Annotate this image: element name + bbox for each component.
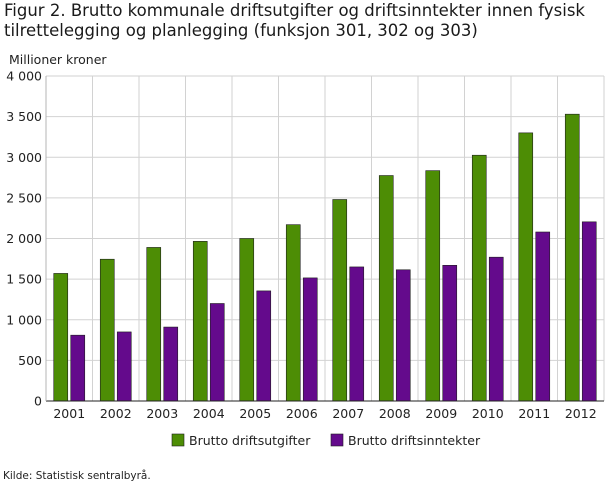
chart-title: Figur 2. Brutto kommunale driftsutgifter…	[4, 1, 585, 40]
legend-swatch	[330, 433, 344, 447]
bar-driftsinntekter-2002	[116, 331, 132, 402]
bar-driftsinntekter-2011	[535, 231, 551, 402]
bar-driftsinntekter-2003	[163, 326, 179, 402]
bar-driftsinntekter-2009	[442, 265, 458, 402]
y-tick-label: 3 500	[6, 109, 42, 124]
bar-driftsutgifter-2004	[192, 241, 208, 402]
x-tick-label: 2006	[286, 406, 318, 421]
y-tick-label: 1 500	[6, 272, 42, 287]
bar-driftsutgifter-2005	[239, 238, 255, 402]
bar-driftsinntekter-2010	[488, 256, 504, 402]
legend: Brutto driftsutgifter Brutto driftsinntek…	[171, 433, 481, 448]
y-tick-label: 1 000	[6, 312, 42, 327]
bar-driftsinntekter-2008	[395, 269, 411, 402]
bar-driftsinntekter-2005	[256, 290, 272, 402]
x-tick-labels: 2001 2002 2003 2004 2005 2006 2007 2008 2009 2010…	[53, 406, 596, 421]
legend-label: Brutto driftsinntekter	[348, 433, 481, 448]
bar-driftsutgifter-2001	[53, 273, 69, 402]
x-tick-label: 2010	[472, 406, 504, 421]
bar-driftsutgifter-2002	[99, 258, 115, 402]
legend-swatch	[171, 433, 185, 447]
y-tick-label: 2 000	[6, 231, 42, 246]
y-tick-labels: 0 500 1 000 1 500 2 000 2 500 3 000 3 500 4 000	[6, 69, 42, 409]
x-tick-label: 2002	[100, 406, 132, 421]
bars	[53, 113, 597, 402]
source-note: Kilde: Statistisk sentralbyrå.	[3, 470, 151, 482]
y-tick-label: 4 000	[6, 69, 42, 84]
bar-driftsinntekter-2001	[70, 334, 86, 402]
x-tick-label: 2007	[332, 406, 364, 421]
x-tick-label: 2004	[193, 406, 225, 421]
bar-driftsinntekter-2012	[581, 221, 597, 402]
x-tick-label: 2005	[239, 406, 271, 421]
legend-label: Brutto driftsutgifter	[189, 433, 311, 448]
x-tick-label: 2011	[518, 406, 550, 421]
bar-driftsutgifter-2008	[378, 175, 394, 402]
bar-driftsinntekter-2007	[349, 266, 365, 402]
x-tick-label: 2008	[379, 406, 411, 421]
x-tick-label: 2003	[146, 406, 178, 421]
bar-driftsutgifter-2010	[471, 154, 487, 402]
x-tick-label: 2012	[565, 406, 597, 421]
y-tick-label: 2 500	[6, 190, 42, 205]
x-tick-label: 2009	[425, 406, 457, 421]
bar-driftsutgifter-2003	[146, 247, 162, 402]
y-tick-label: 3 000	[6, 150, 42, 165]
axes	[45, 76, 604, 402]
bar-driftsinntekter-2006	[302, 277, 318, 402]
bar-driftsutgifter-2012	[564, 113, 580, 402]
bar-driftsutgifter-2009	[425, 170, 441, 402]
bar-driftsinntekter-2004	[209, 303, 225, 402]
grid-lines	[46, 75, 605, 401]
bar-driftsutgifter-2007	[332, 199, 348, 402]
bar-driftsutgifter-2006	[285, 224, 301, 402]
y-tick-label: 0	[34, 394, 42, 409]
y-tick-label: 500	[18, 353, 42, 368]
x-tick-label: 2001	[53, 406, 85, 421]
y-axis-label: Millioner kroner	[9, 52, 107, 67]
bar-driftsutgifter-2011	[518, 132, 534, 402]
